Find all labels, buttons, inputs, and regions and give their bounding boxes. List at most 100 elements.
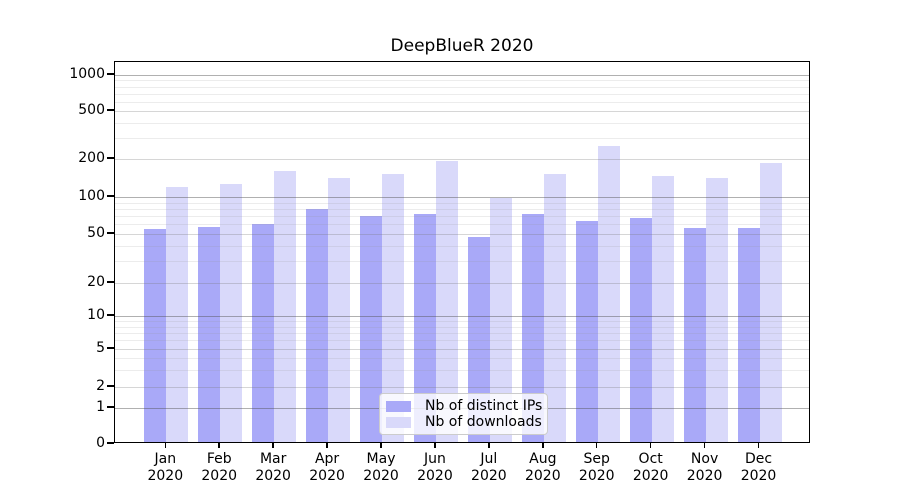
x-tick-month: Dec — [744, 451, 773, 467]
x-tick-label-nov: Nov 2020 — [673, 451, 737, 485]
x-tick-month: Oct — [638, 451, 663, 467]
bar-distinct-ips-jun — [413, 214, 436, 442]
gridline-y-60 — [115, 224, 809, 226]
gridline-y-900 — [115, 80, 809, 82]
bar-downloads-mar — [274, 170, 297, 442]
y-tick-label-0: 0 — [96, 435, 105, 451]
chart-title: DeepBlueR 2020 — [390, 36, 534, 56]
bar-distinct-ips-sep — [575, 221, 598, 442]
y-tick-mark-2 — [107, 385, 114, 387]
gridline-y-7 — [115, 332, 809, 334]
x-tick-year: 2020 — [309, 468, 345, 484]
bar-distinct-ips-aug — [521, 214, 544, 442]
x-tick-label-aug: Aug 2020 — [511, 451, 575, 485]
x-tick-mark-aug — [542, 443, 544, 448]
x-tick-month: Jan — [154, 451, 177, 467]
gridline-y-70 — [115, 216, 809, 218]
gridline-y-5 — [115, 349, 809, 350]
x-tick-year: 2020 — [201, 468, 238, 484]
x-tick-mark-apr — [326, 443, 328, 448]
x-tick-mark-mar — [272, 443, 274, 448]
y-tick-label-50: 50 — [87, 225, 105, 241]
bar-downloads-jul — [489, 198, 512, 442]
x-tick-month: Feb — [206, 451, 232, 467]
legend: Nb of distinct IPs Nb of downloads — [379, 393, 548, 435]
bar-distinct-ips-dec — [737, 228, 760, 442]
gridline-y-300 — [115, 137, 809, 139]
y-tick-label-5: 5 — [96, 340, 105, 356]
gridline-y-800 — [115, 86, 809, 88]
y-tick-mark-1 — [107, 406, 114, 408]
y-tick-label-10: 10 — [87, 307, 105, 323]
x-tick-label-mar: Mar 2020 — [241, 451, 305, 485]
y-tick-mark-1000 — [107, 73, 114, 75]
bar-downloads-nov — [705, 178, 728, 442]
bar-distinct-ips-mar — [252, 223, 275, 442]
x-tick-label-sep: Sep 2020 — [565, 451, 629, 485]
plot-area — [114, 61, 810, 443]
y-tick-label-1000: 1000 — [69, 66, 105, 82]
x-tick-year: 2020 — [417, 468, 453, 484]
bar-downloads-apr — [328, 178, 351, 442]
y-tick-mark-100 — [107, 195, 114, 197]
x-tick-label-jan: Jan 2020 — [133, 451, 197, 485]
gridline-y-80 — [115, 208, 809, 210]
x-tick-label-oct: Oct 2020 — [619, 451, 683, 485]
x-tick-label-dec: Dec 2020 — [727, 451, 791, 485]
x-tick-label-feb: Feb 2020 — [187, 451, 251, 485]
gridline-y-50 — [115, 234, 809, 235]
x-tick-mark-dec — [757, 443, 760, 448]
x-tick-mark-oct — [649, 443, 652, 448]
y-tick-mark-500 — [107, 109, 114, 111]
gridline-y-600 — [115, 101, 809, 103]
bar-downloads-dec — [759, 162, 782, 442]
legend-swatch-downloads — [386, 416, 411, 428]
y-tick-label-2: 2 — [96, 378, 105, 394]
y-tick-mark-0 — [107, 442, 114, 444]
gridline-y-6 — [115, 340, 809, 342]
bar-downloads-feb — [220, 183, 243, 442]
bar-downloads-sep — [597, 145, 620, 442]
bar-downloads-oct — [651, 176, 674, 442]
gridline-y-400 — [115, 122, 809, 124]
gridline-y-4 — [115, 358, 809, 360]
x-tick-year: 2020 — [632, 468, 669, 484]
x-tick-year: 2020 — [740, 468, 777, 484]
y-tick-label-100: 100 — [78, 188, 105, 204]
x-tick-label-may: May 2020 — [349, 451, 413, 485]
x-tick-month: Nov — [690, 451, 719, 467]
x-tick-year: 2020 — [686, 468, 723, 484]
x-tick-mark-feb — [218, 443, 220, 448]
x-tick-month: Apr — [314, 451, 340, 467]
x-tick-mark-sep — [595, 443, 598, 448]
x-tick-mark-jun — [434, 443, 436, 448]
bar-downloads-aug — [543, 173, 566, 442]
gridline-y-200 — [115, 159, 809, 160]
x-tick-label-jun: Jun 2020 — [403, 451, 467, 485]
y-tick-label-1: 1 — [96, 399, 105, 415]
x-tick-month: Jul — [480, 451, 498, 467]
x-tick-year: 2020 — [578, 468, 615, 484]
x-tick-month: May — [366, 451, 396, 467]
y-tick-label-20: 20 — [87, 274, 105, 290]
x-tick-label-apr: Apr 2020 — [295, 451, 359, 485]
gridline-y-9 — [115, 321, 809, 323]
gridline-y-30 — [115, 261, 809, 263]
legend-entry-downloads: Nb of downloads — [386, 414, 542, 430]
gridline-y-100 — [115, 197, 809, 198]
bar-distinct-ips-oct — [629, 217, 652, 442]
gridline-y-500 — [115, 111, 809, 112]
x-tick-year: 2020 — [363, 468, 399, 484]
gridline-y-700 — [115, 93, 809, 95]
x-tick-mark-nov — [703, 443, 706, 448]
gridline-y-40 — [115, 245, 809, 247]
x-tick-year: 2020 — [255, 468, 291, 484]
x-tick-month: Jun — [424, 451, 446, 467]
gridline-y-90 — [115, 202, 809, 204]
legend-swatch-distinct-ips — [386, 400, 411, 412]
y-tick-mark-50 — [107, 232, 114, 234]
bar-downloads-jun — [435, 160, 458, 442]
gridline-y-20 — [115, 283, 809, 284]
legend-entry-distinct-ips: Nb of distinct IPs — [386, 398, 542, 414]
